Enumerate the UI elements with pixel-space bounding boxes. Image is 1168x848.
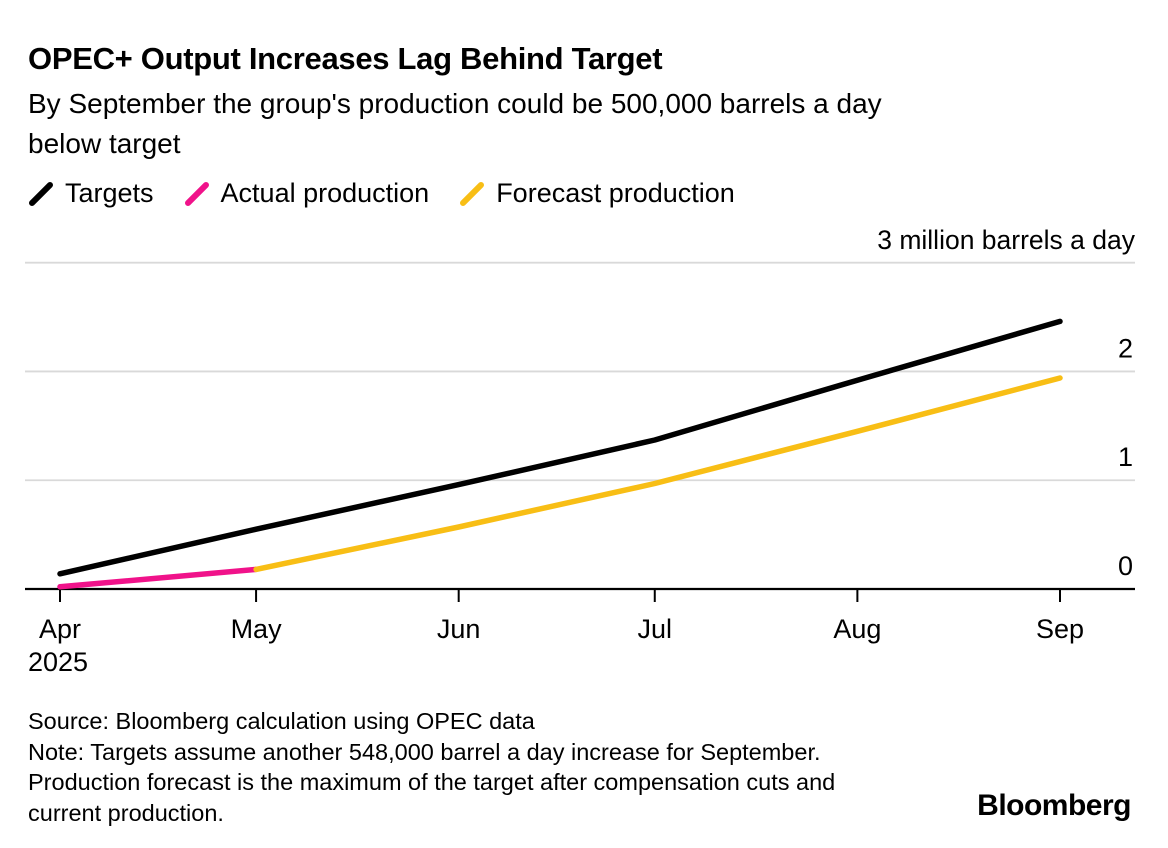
line-swatch-icon <box>459 181 485 207</box>
y-axis-unit-label: 3 million barrels a day <box>877 225 1136 255</box>
legend-label-forecast-production: Forecast production <box>496 178 735 208</box>
line-swatch-icon <box>184 181 210 207</box>
source-line: Source: Bloomberg calculation using OPEC… <box>28 708 535 734</box>
series-line-actual-production <box>57 566 259 590</box>
x-tick-label: Sep <box>1036 614 1084 644</box>
subtitle-line-1: By September the group's production coul… <box>28 88 882 119</box>
legend-item-targets: Targets <box>28 178 154 209</box>
note-line-1: Note: Targets assume another 548,000 bar… <box>28 738 821 765</box>
series-line-targets <box>57 318 1063 577</box>
series-line-forecast-production <box>253 375 1063 573</box>
x-tick-label: Apr <box>39 614 81 644</box>
chart-svg: Apr May Jun Jul Aug Sep 2025 2 1 0 3 million barre… <box>25 225 1136 677</box>
x-tick-label: Aug <box>833 614 881 644</box>
x-axis-year-label: 2025 <box>28 647 88 677</box>
chart-subtitle: By September the group's production coul… <box>28 84 882 164</box>
y-tick-label: 1 <box>1118 442 1133 472</box>
note-line-2: Production forecast is the maximum of th… <box>28 769 836 795</box>
subtitle-line-2: below target <box>28 128 181 159</box>
bloomberg-logo: Bloomberg <box>977 789 1131 822</box>
y-tick-label: 2 <box>1118 333 1133 363</box>
x-tick-label: Jul <box>638 614 673 644</box>
legend-item-actual-production: Actual production <box>184 178 430 209</box>
x-tick-label: May <box>231 614 283 644</box>
x-tick-label: Jun <box>437 614 481 644</box>
source-note: Source: Bloomberg calculation using OPEC… <box>28 706 835 828</box>
y-tick-label: 0 <box>1118 551 1133 581</box>
legend-label-actual-production: Actual production <box>220 178 430 208</box>
chart-title: OPEC+ Output Increases Lag Behind Target <box>28 41 663 76</box>
legend-label-targets: Targets <box>65 178 154 208</box>
line-swatch-icon <box>28 181 54 207</box>
note-line-3: current production. <box>28 799 224 826</box>
legend-item-forecast-production: Forecast production <box>459 178 735 209</box>
chart-legend: Targets Actual production Forecast produ… <box>28 178 735 209</box>
